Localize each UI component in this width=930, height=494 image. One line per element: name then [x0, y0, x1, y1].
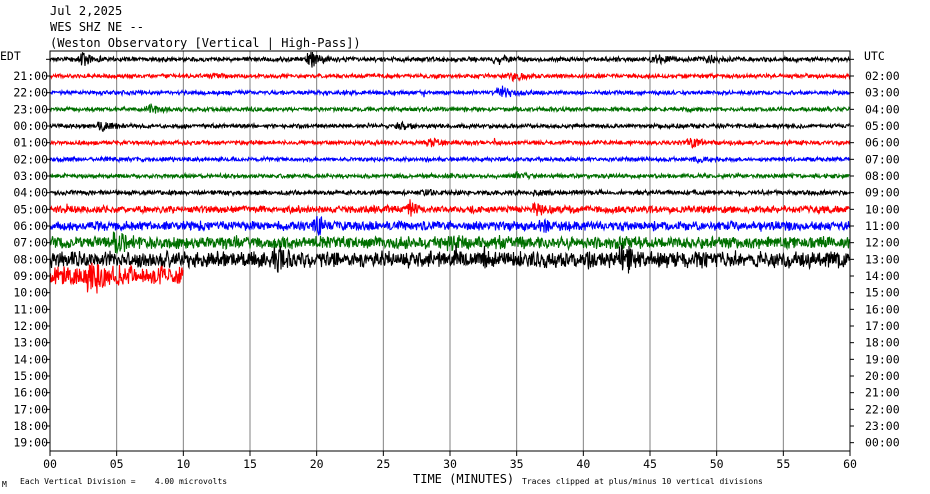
utc-hour-label: 09:00: [865, 186, 900, 200]
x-tick-label: 10: [176, 457, 190, 471]
utc-hour-label: 15:00: [865, 286, 900, 300]
edt-hour-label: 22:00: [13, 86, 48, 100]
edt-hour-label: 14:00: [13, 352, 48, 366]
station-description: (Weston Observatory [Vertical | High-Pas…: [50, 36, 361, 50]
edt-hour-label: 18:00: [13, 419, 48, 433]
utc-hour-label: 18:00: [865, 336, 900, 350]
edt-hour-label: 17:00: [13, 402, 48, 416]
utc-hour-label: 21:00: [865, 386, 900, 400]
edt-hour-label: 13:00: [13, 336, 48, 350]
edt-hour-label: 00:00: [13, 119, 48, 133]
trace-hour-row-0: [49, 51, 851, 68]
edt-hour-label: 04:00: [13, 186, 48, 200]
utc-hour-label: 13:00: [865, 252, 900, 266]
plot-axes: 00 05 10 15 20 25 30 35 40 45 50 55 60 21:00 02:00 22:0…: [13, 50, 900, 471]
edt-hour-label: 16:00: [13, 386, 48, 400]
utc-hour-label: 11:00: [865, 219, 900, 233]
edt-hour-label: 07:00: [13, 236, 48, 250]
utc-hour-label: 16:00: [865, 302, 900, 316]
utc-hour-label: 12:00: [865, 236, 900, 250]
trace-hour-row-12: [49, 244, 851, 274]
chart-date: Jul 2,2025: [50, 4, 123, 18]
edt-hour-label: 03:00: [13, 169, 48, 183]
trace-hour-row-13: [49, 262, 184, 294]
edt-hour-label: 15:00: [13, 369, 48, 383]
x-tick-label: 20: [310, 457, 324, 471]
x-tick-label: 30: [443, 457, 457, 471]
utc-hour-label: 08:00: [865, 169, 900, 183]
trace-hour-row-5: [49, 137, 851, 149]
utc-hour-label: 06:00: [865, 136, 900, 150]
trace-hour-row-3: [49, 103, 851, 115]
utc-hour-label: 02:00: [865, 69, 900, 83]
x-tick-label: 15: [243, 457, 257, 471]
utc-hour-label: 07:00: [865, 152, 900, 166]
edt-hour-label: 09:00: [13, 269, 48, 283]
trace-hour-row-6: [49, 155, 851, 164]
utc-hour-label: 00:00: [865, 436, 900, 450]
trace-hour-row-7: [49, 171, 851, 181]
trace-hour-row-4: [49, 120, 851, 133]
x-tick-label: 05: [110, 457, 124, 471]
utc-hour-label: 03:00: [865, 86, 900, 100]
utc-hour-label: 05:00: [865, 119, 900, 133]
edt-hour-label: 23:00: [13, 102, 48, 116]
x-tick-label: 45: [643, 457, 657, 471]
edt-hour-label: 11:00: [13, 302, 48, 316]
x-tick-label: 35: [510, 457, 524, 471]
scale-note: Each Vertical Division = 4.00 microvolts: [20, 477, 227, 486]
x-tick-label: 50: [710, 457, 724, 471]
utc-hour-label: 10:00: [865, 202, 900, 216]
x-tick-label: 40: [576, 457, 590, 471]
corner-mark: M: [2, 480, 7, 489]
clip-note: Traces clipped at plus/minus 10 vertical…: [522, 477, 763, 486]
x-tick-label: 55: [776, 457, 790, 471]
edt-hour-label: 21:00: [13, 69, 48, 83]
edt-axis-label: EDT: [0, 49, 21, 63]
utc-hour-label: 20:00: [865, 369, 900, 383]
edt-hour-label: 02:00: [13, 152, 48, 166]
trace-hour-row-1: [49, 71, 851, 83]
trace-hour-row-8: [49, 188, 851, 198]
utc-hour-label: 04:00: [865, 102, 900, 116]
edt-hour-label: 08:00: [13, 252, 48, 266]
trace-hour-row-10: [49, 215, 851, 237]
trace-hour-row-2: [49, 85, 851, 98]
x-tick-label: 00: [43, 457, 57, 471]
edt-hour-label: 12:00: [13, 319, 48, 333]
edt-hour-label: 05:00: [13, 202, 48, 216]
edt-hour-label: 19:00: [13, 436, 48, 450]
edt-hour-label: 01:00: [13, 136, 48, 150]
seismic-traces: [49, 51, 851, 294]
trace-hour-row-9: [49, 199, 851, 217]
chart-header: Jul 2,2025 WES SHZ NE -- (Weston Observa…: [50, 3, 361, 51]
utc-hour-label: 19:00: [865, 352, 900, 366]
edt-hour-label: 10:00: [13, 286, 48, 300]
x-tick-label: 60: [843, 457, 857, 471]
x-tick-label: 25: [376, 457, 390, 471]
utc-axis-label: UTC: [864, 49, 885, 63]
utc-hour-label: 17:00: [865, 319, 900, 333]
utc-hour-label: 22:00: [865, 402, 900, 416]
x-axis-title: TIME (MINUTES): [413, 472, 514, 486]
station-code: WES SHZ NE --: [50, 20, 144, 34]
trace-hour-row-11: [49, 231, 851, 254]
edt-hour-label: 06:00: [13, 219, 48, 233]
utc-hour-label: 14:00: [865, 269, 900, 283]
utc-hour-label: 23:00: [865, 419, 900, 433]
